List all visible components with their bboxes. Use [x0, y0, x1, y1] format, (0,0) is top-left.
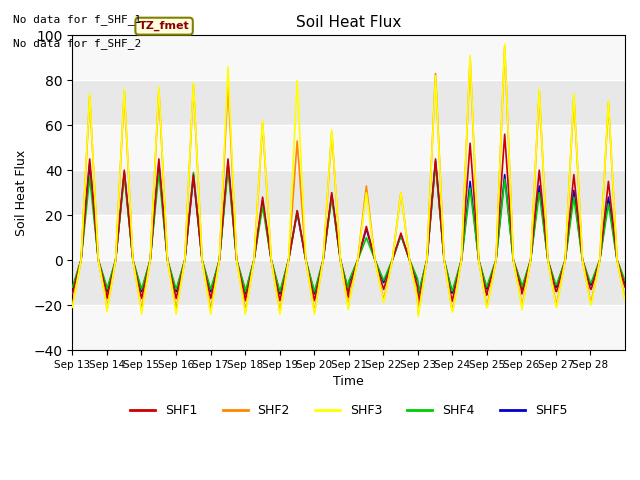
X-axis label: Time: Time: [333, 375, 364, 388]
Text: No data for f_SHF_2: No data for f_SHF_2: [13, 38, 141, 49]
Bar: [72, 215, 625, 260]
Text: TZ_fmet: TZ_fmet: [139, 21, 189, 31]
Title: Soil Heat Flux: Soil Heat Flux: [296, 15, 401, 30]
Bar: [72, 125, 625, 170]
Text: No data for f_SHF_1: No data for f_SHF_1: [13, 14, 141, 25]
Bar: [72, 305, 625, 350]
Legend: SHF1, SHF2, SHF3, SHF4, SHF5: SHF1, SHF2, SHF3, SHF4, SHF5: [125, 399, 572, 422]
Y-axis label: Soil Heat Flux: Soil Heat Flux: [15, 150, 28, 236]
Bar: [72, 36, 625, 80]
